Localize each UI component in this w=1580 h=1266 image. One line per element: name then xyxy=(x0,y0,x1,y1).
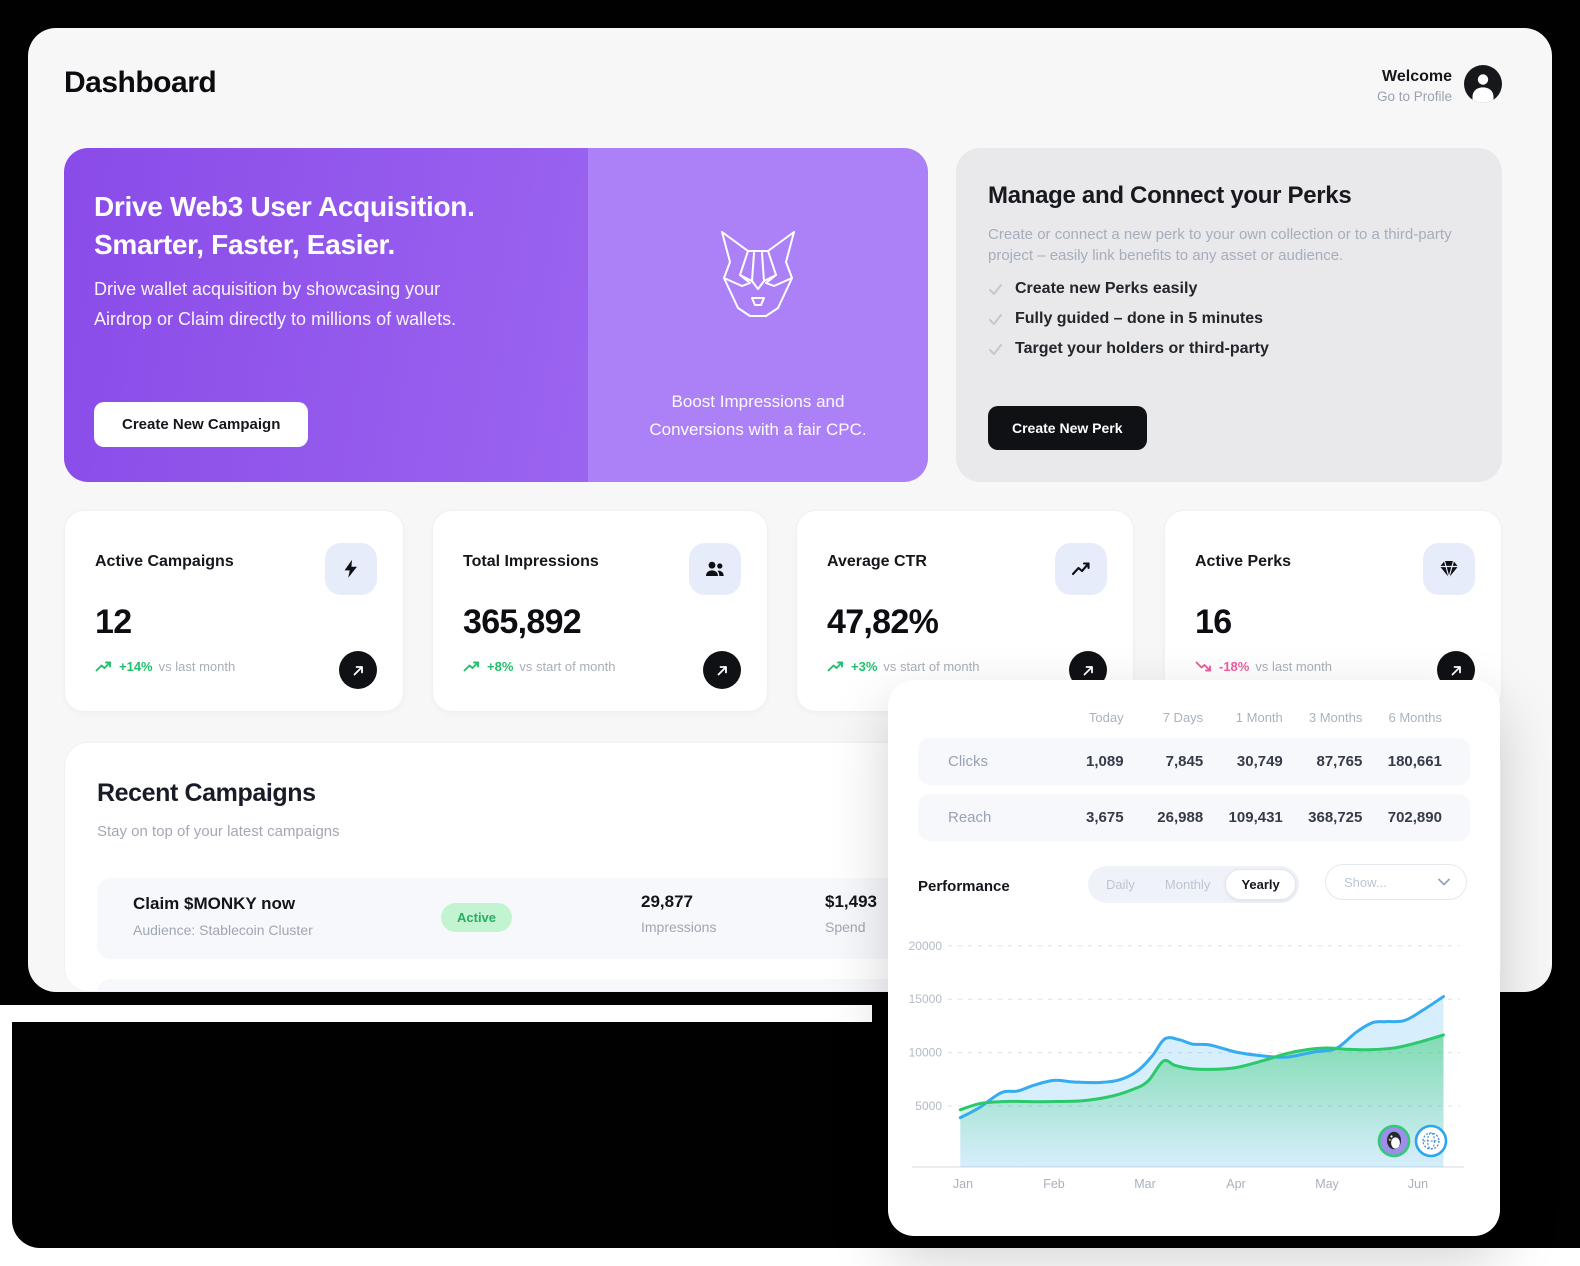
perks-card: Manage and Connect your Perks Create or … xyxy=(956,148,1502,482)
campaign-impressions: 29,877 Impressions xyxy=(641,892,717,935)
bolt-icon xyxy=(325,543,377,595)
stat-trend: +8% vs start of month xyxy=(463,659,615,674)
stat-delta: +14% xyxy=(119,659,153,674)
hero-heading: Drive Web3 User Acquisition. Smarter, Fa… xyxy=(94,191,475,260)
svg-text:Feb: Feb xyxy=(1043,1177,1065,1191)
arrow-up-right-icon xyxy=(353,665,363,675)
check-icon xyxy=(989,343,1002,355)
page-title: Dashboard xyxy=(64,66,217,99)
perk-item: Target your holders or third-party xyxy=(988,340,1269,358)
person-icon xyxy=(1472,74,1494,103)
stat-value: 47,82% xyxy=(827,603,939,641)
svg-text:Jun: Jun xyxy=(1408,1177,1428,1191)
svg-text:5000: 5000 xyxy=(915,1099,942,1113)
globe-avatar-icon xyxy=(1414,1124,1448,1158)
svg-text:20000: 20000 xyxy=(909,939,943,953)
performance-chart: 20000 15000 10000 5000 Jan Feb Mar Apr May Jun xyxy=(909,939,1464,1191)
stat-delta: +8% xyxy=(487,659,514,674)
show-dropdown[interactable]: Show... xyxy=(1325,864,1467,900)
stat-title: Total Impressions xyxy=(463,553,599,570)
trending-up-icon xyxy=(1055,543,1107,595)
recent-campaigns-title: Recent Campaigns xyxy=(97,779,316,807)
arrow-up-right-icon xyxy=(1083,665,1093,675)
hero-banner: Drive Web3 User Acquisition. Smarter, Fa… xyxy=(64,148,928,482)
trend-down-icon xyxy=(1195,661,1211,672)
hero-body-text: Drive wallet acquisition by showcasing y… xyxy=(94,279,457,329)
col-3-months: 3 Months xyxy=(1308,709,1363,725)
stat-title: Average CTR xyxy=(827,553,927,570)
col-1-month: 1 Month xyxy=(1235,709,1283,725)
clicks-row: Clicks 1,089 7,845 30,749 87,765 180,661 xyxy=(918,738,1470,785)
create-new-perk-button[interactable]: Create New Perk xyxy=(988,406,1147,450)
go-to-profile-link[interactable]: Go to Profile xyxy=(1376,89,1452,104)
arrow-up-right-icon xyxy=(717,665,727,675)
recent-campaigns-subtitle: Stay on top of your latest campaigns xyxy=(97,823,340,840)
stat-card-average-ctr: Average CTR 47,82% +3% vs start of month xyxy=(796,510,1134,712)
users-icon xyxy=(689,543,741,595)
stat-value: 16 xyxy=(1195,603,1232,641)
trend-up-icon xyxy=(827,661,843,672)
campaign-spend: $1,493 Spend xyxy=(825,892,877,935)
stat-value: 12 xyxy=(95,603,132,641)
campaign-name: Claim $MONKY now xyxy=(133,894,296,913)
metrics-table-header: Today 7 Days 1 Month 3 Months 6 Months xyxy=(918,700,1470,734)
stat-trend: +14% vs last month xyxy=(95,659,235,674)
avatar[interactable] xyxy=(1464,65,1502,103)
arrow-up-right-icon xyxy=(1451,665,1461,675)
svg-text:Mar: Mar xyxy=(1134,1177,1156,1191)
background-gap-strip xyxy=(0,1005,872,1022)
penguin-avatar-icon xyxy=(1377,1124,1411,1158)
perk-item: Create new Perks easily xyxy=(988,280,1197,298)
svg-text:May: May xyxy=(1315,1177,1339,1191)
range-monthly[interactable]: Monthly xyxy=(1164,877,1211,892)
create-new-campaign-button[interactable]: Create New Campaign xyxy=(94,402,309,447)
fox-logo-icon xyxy=(721,231,795,317)
col-6-months: 6 Months xyxy=(1388,709,1442,725)
stat-delta-note: vs last month xyxy=(1255,659,1332,674)
campaign-audience: Audience: Stablecoin Cluster xyxy=(133,922,313,938)
svg-text:15000: 15000 xyxy=(909,992,943,1006)
stat-trend: -18% vs last month xyxy=(1195,659,1332,674)
show-dropdown-value: Show... xyxy=(1344,874,1387,890)
perk-item: Fully guided – done in 5 minutes xyxy=(988,310,1263,328)
svg-text:Apr: Apr xyxy=(1226,1177,1245,1191)
welcome-block: Welcome Go to Profile xyxy=(1278,68,1452,104)
stat-title: Active Campaigns xyxy=(95,553,234,570)
gem-icon xyxy=(1423,543,1475,595)
stat-delta: -18% xyxy=(1219,659,1250,674)
stat-card-active-campaigns: Active Campaigns 12 +14% vs last month xyxy=(64,510,404,712)
range-daily[interactable]: Daily xyxy=(1106,877,1135,892)
open-detail-button[interactable] xyxy=(703,651,741,689)
check-icon xyxy=(989,313,1002,325)
range-toggle: Daily Monthly Yearly xyxy=(1088,866,1299,903)
stat-value: 365,892 xyxy=(463,603,582,641)
stat-title: Active Perks xyxy=(1195,553,1292,570)
trend-up-icon xyxy=(463,661,479,672)
stat-delta-note: vs last month xyxy=(158,659,236,674)
stat-delta-note: vs start of month xyxy=(519,659,616,674)
hero-caption: Boost Impressions and Conversions with a… xyxy=(649,392,867,439)
welcome-label: Welcome xyxy=(1382,68,1452,85)
analytics-panel: Today 7 Days 1 Month 3 Months 6 Months C… xyxy=(888,680,1500,1236)
status-badge: Active xyxy=(441,903,513,932)
stat-card-active-perks: Active Perks 16 -18% vs last month xyxy=(1164,510,1502,712)
check-icon xyxy=(989,283,1002,295)
stat-delta: +3% xyxy=(851,659,878,674)
performance-title: Performance xyxy=(918,878,1010,895)
stat-delta-note: vs start of month xyxy=(883,659,980,674)
svg-text:10000: 10000 xyxy=(909,1046,943,1060)
trend-up-icon xyxy=(95,661,111,672)
stat-card-total-impressions: Total Impressions 365,892 +8% vs start o… xyxy=(432,510,768,712)
range-yearly[interactable]: Yearly xyxy=(1225,869,1296,900)
reach-row: Reach 3,675 26,988 109,431 368,725 702,8… xyxy=(918,794,1470,841)
svg-text:Jan: Jan xyxy=(953,1177,973,1191)
chevron-down-icon xyxy=(1438,878,1450,886)
col-today: Today xyxy=(1088,709,1124,725)
stat-trend: +3% vs start of month xyxy=(827,659,979,674)
open-detail-button[interactable] xyxy=(339,651,377,689)
perks-title: Manage and Connect your Perks xyxy=(988,182,1352,209)
perks-description: Create or connect a new perk to your own… xyxy=(988,226,1452,264)
col-7-days: 7 Days xyxy=(1162,709,1204,725)
